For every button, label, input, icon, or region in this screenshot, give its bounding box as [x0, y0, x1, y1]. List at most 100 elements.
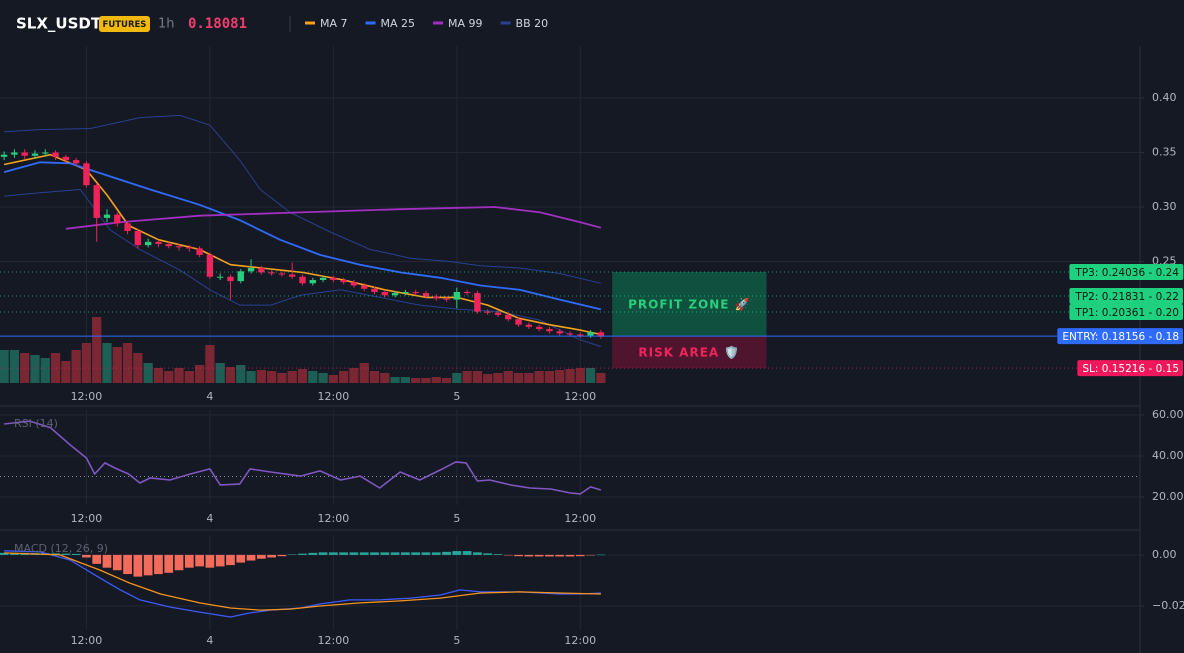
legend-entry: MA 25	[381, 17, 416, 30]
volume-bar	[369, 371, 380, 383]
macd-histogram-bar	[298, 553, 307, 555]
macd-histogram-bar	[359, 552, 369, 555]
candle-body	[0, 154, 8, 157]
volume-bar	[246, 371, 256, 383]
x-tick-label: 12:00	[318, 634, 350, 647]
level-badge: SL: 0.15216 - 0.15	[1077, 360, 1183, 377]
volume-bar	[92, 317, 102, 383]
x-tick-label: 12:00	[564, 512, 596, 525]
indicator-title: RSI (14)	[14, 417, 58, 430]
zone-label: PROFIT ZONE 🚀	[628, 298, 751, 312]
volume-bar	[133, 353, 143, 383]
volume-bar	[266, 371, 277, 383]
candle-body	[546, 329, 553, 332]
volume-bar	[287, 371, 297, 383]
volume-bar	[40, 358, 50, 383]
x-tick-label: 12:00	[71, 634, 103, 647]
candle-body	[443, 298, 450, 300]
candle-body	[505, 314, 512, 320]
macd-histogram-bar	[71, 553, 81, 555]
level-badge-bg	[1077, 360, 1183, 377]
macd-histogram-bar	[514, 554, 523, 557]
level-label: TP2: 0.21831 - 0.22	[1074, 291, 1179, 303]
volume-bar	[421, 378, 431, 383]
volume-bar	[503, 371, 513, 383]
volume-bar	[596, 373, 606, 383]
candle-body	[196, 248, 203, 255]
level-label: ENTRY: 0.18156 - 0.18	[1062, 331, 1179, 343]
volume-bar	[122, 343, 133, 383]
macd-histogram-bar	[380, 552, 390, 555]
candle-body	[556, 331, 563, 334]
candle-body	[412, 291, 419, 294]
macd-histogram-bar	[154, 554, 163, 575]
macd-histogram-bar	[555, 554, 565, 557]
rsi-line	[4, 420, 602, 495]
macd-histogram-bar	[452, 551, 462, 555]
legend-entry: MA 99	[448, 17, 483, 30]
macd-histogram-bar	[92, 554, 102, 564]
volume-bar	[452, 373, 462, 383]
macd-histogram-bar	[339, 552, 349, 555]
level-badge: ENTRY: 0.18156 - 0.18	[1057, 328, 1183, 345]
macd-histogram-bar	[545, 554, 554, 557]
interval[interactable]: 1h	[158, 17, 175, 32]
candle-body	[144, 241, 152, 246]
candle-body	[484, 311, 491, 313]
volume-bar	[462, 371, 472, 383]
zone	[612, 271, 767, 337]
macd-histogram-bar	[575, 554, 585, 557]
badge-bg	[99, 16, 150, 32]
volume-bar	[71, 350, 81, 383]
y-tick-label: 0.35	[1152, 145, 1177, 158]
macd-histogram-bar	[82, 554, 91, 558]
volume-bar	[318, 373, 328, 383]
candle-body	[402, 291, 409, 294]
volume-bar	[544, 371, 555, 383]
volume-bar	[359, 363, 369, 383]
macd-histogram-bar	[483, 553, 493, 555]
volume-bar	[513, 373, 524, 383]
volume-bar	[30, 355, 40, 383]
y-tick-label: −0.02	[1152, 599, 1184, 612]
macd-histogram-bar	[236, 554, 246, 563]
candle-body	[237, 271, 244, 282]
macd-histogram-bar	[596, 554, 606, 556]
level-badge-bg	[1069, 263, 1184, 280]
macd-histogram-bar	[308, 552, 318, 555]
volume-bar	[205, 345, 215, 383]
volume-bar	[184, 371, 194, 383]
volume-bar	[555, 370, 565, 383]
volume-bar	[400, 377, 411, 383]
macd-histogram-bar	[277, 554, 287, 557]
candle-body	[258, 268, 265, 273]
candle-body	[186, 247, 193, 249]
volume-bar	[102, 343, 112, 383]
candle-body	[21, 152, 28, 156]
macd-line	[4, 552, 601, 611]
level-badge-bg	[1057, 328, 1183, 345]
legend-entry: BB 20	[516, 17, 549, 30]
volume-bar	[431, 377, 441, 383]
volume-bar	[277, 373, 287, 383]
level-label: TP3: 0.24036 - 0.24	[1074, 267, 1179, 279]
macd-histogram-bar	[123, 554, 132, 575]
y-tick-label: 40.00	[1152, 449, 1184, 462]
candle-body	[216, 276, 224, 278]
moving-average	[65, 206, 602, 230]
candle-body	[299, 276, 306, 284]
level-badge-bg	[1069, 288, 1183, 305]
candle-body	[72, 160, 80, 164]
candle-body	[124, 223, 131, 231]
macd-histogram-bar	[112, 554, 122, 571]
macd-histogram-bar	[61, 553, 71, 555]
volume-bar	[50, 353, 61, 383]
macd-histogram-bar	[524, 554, 534, 557]
volume-bar	[0, 350, 9, 383]
volume-bar	[225, 367, 236, 383]
volume-bar	[153, 368, 164, 383]
volume-bar	[339, 371, 349, 383]
volume-bar	[349, 368, 359, 383]
macd-histogram-bar	[246, 554, 256, 561]
